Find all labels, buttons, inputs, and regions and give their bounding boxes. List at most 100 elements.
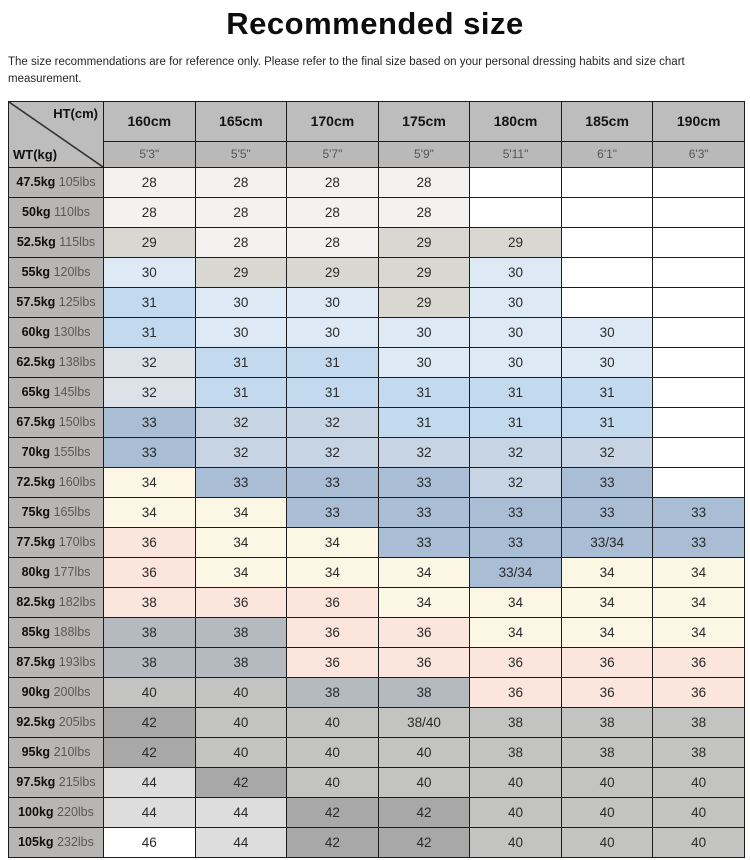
size-cell: 30	[286, 286, 379, 318]
diagonal-divider-line	[9, 102, 103, 166]
weight-lbs: 138lbs	[58, 355, 96, 369]
size-cell: 34	[652, 586, 745, 618]
weight-label: 57.5kg 125lbs	[8, 286, 104, 318]
weight-label: 105kg 232lbs	[8, 826, 104, 858]
size-cell: 38	[194, 646, 288, 678]
size-cell: 42	[286, 796, 379, 828]
corner-weight-label: WT(kg)	[13, 146, 58, 162]
size-cell: 40	[469, 826, 562, 858]
weight-lbs: 130lbs	[53, 325, 91, 339]
size-cell: 30	[560, 316, 654, 348]
size-cell: 36	[469, 646, 562, 678]
size-cell	[652, 466, 745, 498]
table-row: 77.5kg 170lbs 36 34 34 33 33 33/34 33	[8, 526, 745, 558]
size-cell: 30	[469, 316, 562, 348]
weight-lbs: 232lbs	[57, 835, 94, 849]
size-cell: 36	[286, 586, 379, 618]
size-cell: 33	[286, 496, 379, 528]
size-cell: 34	[194, 556, 288, 588]
weight-lbs: 220lbs	[57, 805, 94, 819]
weight-lbs: 125lbs	[58, 295, 96, 309]
table-row: 72.5kg 160lbs 34 33 33 33 32 33	[8, 466, 745, 498]
size-cell: 31	[194, 346, 288, 378]
weight-label: 72.5kg 160lbs	[8, 466, 104, 498]
size-cell: 34	[469, 586, 562, 618]
size-cell: 38	[560, 706, 654, 738]
weight-label: 80kg 177lbs	[8, 556, 104, 588]
table-row: 105kg 232lbs 46 44 42 42 40 40 40	[8, 826, 745, 858]
weight-kg: 72.5kg	[16, 475, 56, 489]
size-cell: 40	[652, 766, 745, 798]
size-cell: 36	[560, 676, 654, 708]
size-table: HT(cm) WT(kg) 160cm 165cm 170cm 175cm 180cm 1…	[8, 100, 745, 858]
height-cm-header: 165cm	[194, 100, 288, 142]
size-cell: 34	[560, 586, 654, 618]
size-cell: 28	[194, 226, 288, 258]
size-cell: 33/34	[469, 556, 562, 588]
table-row: 52.5kg 115lbs 29 28 28 29 29	[8, 226, 745, 258]
weight-lbs: 110lbs	[54, 205, 90, 219]
size-cell: 28	[103, 166, 196, 198]
table-row: 47.5kg 105lbs 28 28 28 28	[8, 166, 745, 198]
size-cell: 42	[103, 706, 196, 738]
table-row: 80kg 177lbs 36 34 34 34 33/34 34 34	[8, 556, 745, 588]
height-cm-header: 170cm	[286, 100, 379, 142]
corner-height-label: HT(cm)	[53, 105, 98, 121]
size-cell: 33	[377, 466, 471, 498]
size-cell: 40	[469, 766, 562, 798]
size-cell: 40	[286, 706, 379, 738]
weight-kg: 60kg	[21, 325, 51, 339]
weight-lbs: 205lbs	[58, 715, 96, 729]
height-cm-header: 180cm	[469, 100, 562, 142]
size-cell: 40	[194, 706, 288, 738]
table-row: 60kg 130lbs 31 30 30 30 30 30	[8, 316, 745, 348]
size-cell: 34	[560, 556, 654, 588]
size-cell: 34	[377, 556, 471, 588]
weight-lbs: 165lbs	[53, 505, 91, 519]
size-cell: 32	[194, 436, 288, 468]
size-cell: 40	[194, 736, 288, 768]
size-cell: 28	[103, 196, 196, 228]
size-cell: 32	[194, 406, 288, 438]
table-row: 75kg 165lbs 34 34 33 33 33 33 33	[8, 496, 745, 528]
size-cell: 33	[560, 466, 654, 498]
size-cell: 42	[194, 766, 288, 798]
size-cell: 30	[469, 286, 562, 318]
size-cell: 36	[103, 556, 196, 588]
weight-kg: 87.5kg	[16, 655, 56, 669]
size-cell: 34	[194, 496, 288, 528]
table-row: 97.5kg 215lbs 44 42 40 40 40 40 40	[8, 766, 745, 798]
size-cell: 32	[377, 436, 471, 468]
weight-kg: 92.5kg	[16, 715, 56, 729]
weight-kg: 52.5kg	[16, 235, 56, 249]
size-cell: 34	[652, 556, 745, 588]
weight-kg: 67.5kg	[16, 415, 56, 429]
size-cell: 31	[194, 376, 288, 408]
weight-lbs: 170lbs	[58, 535, 96, 549]
size-cell	[560, 226, 654, 258]
size-cell: 28	[194, 166, 288, 198]
size-cell: 36	[652, 646, 745, 678]
weight-label: 52.5kg 115lbs	[8, 226, 104, 258]
size-cell: 38	[194, 616, 288, 648]
size-cell: 30	[469, 256, 562, 288]
size-cell: 40	[103, 676, 196, 708]
weight-label: 77.5kg 170lbs	[8, 526, 104, 558]
weight-kg: 97.5kg	[16, 775, 56, 789]
weight-lbs: 155lbs	[53, 445, 91, 459]
size-cell: 34	[103, 466, 196, 498]
size-cell: 36	[194, 586, 288, 618]
size-cell: 40	[560, 766, 654, 798]
size-cell: 40	[286, 766, 379, 798]
weight-kg: 105kg	[18, 835, 54, 849]
size-cell	[652, 196, 745, 228]
size-cell: 34	[194, 526, 288, 558]
size-cell: 28	[286, 196, 379, 228]
size-cell: 34	[286, 526, 379, 558]
height-ft-header: 5'7"	[286, 140, 379, 168]
size-cell	[652, 226, 745, 258]
height-ft-header: 5'9"	[377, 140, 471, 168]
size-cell: 32	[286, 436, 379, 468]
size-cell: 34	[286, 556, 379, 588]
size-cell: 40	[560, 826, 654, 858]
